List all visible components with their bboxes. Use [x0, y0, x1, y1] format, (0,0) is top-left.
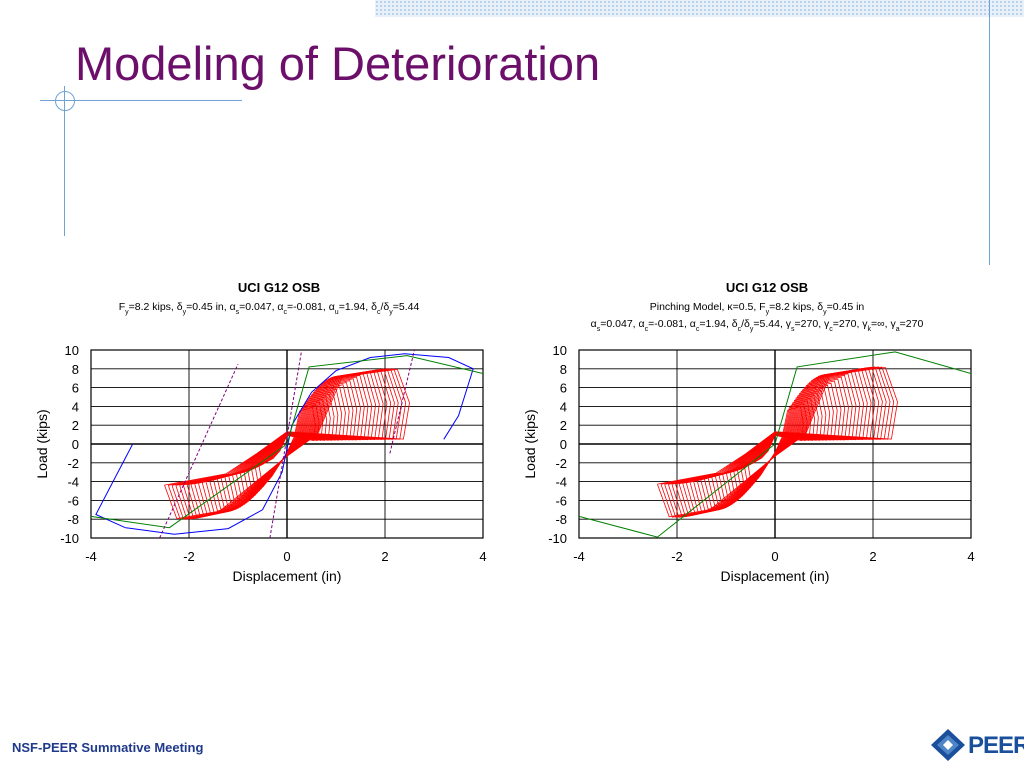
chart-title: UCI G12 OSB: [726, 280, 808, 295]
y-axis-label: Load (kips): [34, 409, 50, 478]
x-tick-label: 2: [381, 549, 388, 564]
hysteresis-loop: [175, 368, 399, 520]
y-tick-label: -6: [67, 493, 79, 508]
hysteresis-loop: [667, 366, 887, 518]
x-tick-label: 4: [479, 549, 486, 564]
decorative-circle: [55, 91, 75, 111]
footer-text: NSF-PEER Summative Meeting: [12, 740, 204, 755]
y-tick-label: 0: [560, 437, 567, 452]
chart-subtitle: Pinching Model, κ=0.5, Fy=8.2 kips, δy=0…: [650, 301, 865, 316]
chart-right: UCI G12 OSB Pinching Model, κ=0.5, Fy=8.2…: [522, 280, 975, 584]
y-tick-label: -2: [555, 456, 567, 471]
y-tick-label: 6: [72, 381, 79, 396]
y-tick-label: 2: [72, 418, 79, 433]
y-tick-label: -8: [67, 512, 79, 527]
hysteresis-loop: [704, 376, 849, 509]
title-underline: [40, 100, 242, 101]
hysteresis-loop: [220, 382, 354, 506]
x-tick-label: 2: [869, 549, 876, 564]
y-tick-label: -2: [67, 456, 79, 471]
hysteresis-loop: [671, 366, 883, 518]
data-layer: [579, 351, 971, 538]
series-line: [91, 355, 483, 529]
y-tick-label: -4: [67, 475, 79, 490]
y-tick-label: -10: [548, 531, 567, 546]
chart-left: UCI G12 OSB Fy=8.2 kips, δy=0.45 in, αs=0…: [34, 280, 487, 584]
x-tick-label: -2: [183, 549, 195, 564]
hysteresis-loop: [224, 384, 350, 504]
hysteresis-loop: [722, 387, 831, 498]
x-tick-label: 4: [967, 549, 974, 564]
hysteresis-loop: [714, 382, 838, 503]
y-tick-label: -4: [555, 475, 567, 490]
hysteresis-loop: [216, 380, 358, 508]
hysteresis-loops: [657, 366, 898, 518]
y-tick-label: 10: [553, 343, 567, 358]
hysteresis-loop: [164, 368, 410, 520]
y-tick-label: -6: [555, 493, 567, 508]
data-layer: [91, 350, 483, 538]
y-tick-label: -8: [555, 512, 567, 527]
y-tick-label: 0: [72, 437, 79, 452]
series-line: [389, 350, 415, 454]
x-tick-label: -2: [671, 549, 683, 564]
hysteresis-loop: [660, 366, 895, 518]
hysteresis-loop: [707, 378, 846, 507]
hysteresis-loop: [689, 370, 865, 514]
hysteresis-loop: [228, 386, 346, 502]
y-tick-label: 8: [72, 362, 79, 377]
series-line: [269, 350, 303, 538]
x-tick-label: -4: [573, 549, 585, 564]
hysteresis-loop: [205, 374, 369, 514]
hysteresis-loop: [711, 380, 842, 505]
plot-frame: [578, 349, 972, 539]
peer-logo-icon: [931, 729, 965, 761]
decorative-line-left: [64, 86, 65, 236]
peer-logo: PEER: [930, 728, 1024, 762]
y-axis-label: Load (kips): [522, 409, 538, 478]
hysteresis-loop: [213, 378, 361, 510]
x-tick-label: -4: [85, 549, 97, 564]
y-tick-label: 6: [560, 381, 567, 396]
y-tick-label: 4: [72, 399, 79, 414]
y-tick-label: 10: [65, 343, 79, 358]
hysteresis-loop: [696, 373, 857, 512]
y-tick-label: 8: [560, 362, 567, 377]
hysteresis-loop: [171, 368, 403, 520]
hysteresis-loop: [167, 368, 407, 520]
x-tick-label: 0: [771, 549, 778, 564]
x-axis-label: Displacement (in): [233, 568, 342, 584]
decorative-dot-band: [375, 0, 1024, 17]
plot-frame: [90, 349, 484, 539]
chart-subtitle: Fy=8.2 kips, δy=0.45 in, αs=0.047, αc=-0…: [119, 301, 420, 316]
chart-subtitle: αs=0.047, αc=-0.081, αc=1.94, δc/δy=5.44…: [591, 318, 924, 333]
y-tick-label: -10: [60, 531, 79, 546]
series-line: [579, 351, 971, 538]
y-tick-label: 4: [560, 399, 567, 414]
series-line: [159, 363, 239, 538]
hysteresis-loop: [657, 366, 898, 518]
hysteresis-loop: [700, 374, 853, 510]
decorative-line-right: [989, 0, 990, 265]
hysteresis-loop: [209, 376, 365, 512]
y-tick-label: 2: [560, 418, 567, 433]
x-axis-label: Displacement (in): [721, 568, 830, 584]
peer-logo-text: PEER: [968, 732, 1024, 759]
hysteresis-loop: [682, 368, 872, 516]
slide-title: Modeling of Deterioration: [75, 37, 601, 90]
chart-title: UCI G12 OSB: [238, 280, 320, 295]
x-tick-label: 0: [283, 549, 290, 564]
